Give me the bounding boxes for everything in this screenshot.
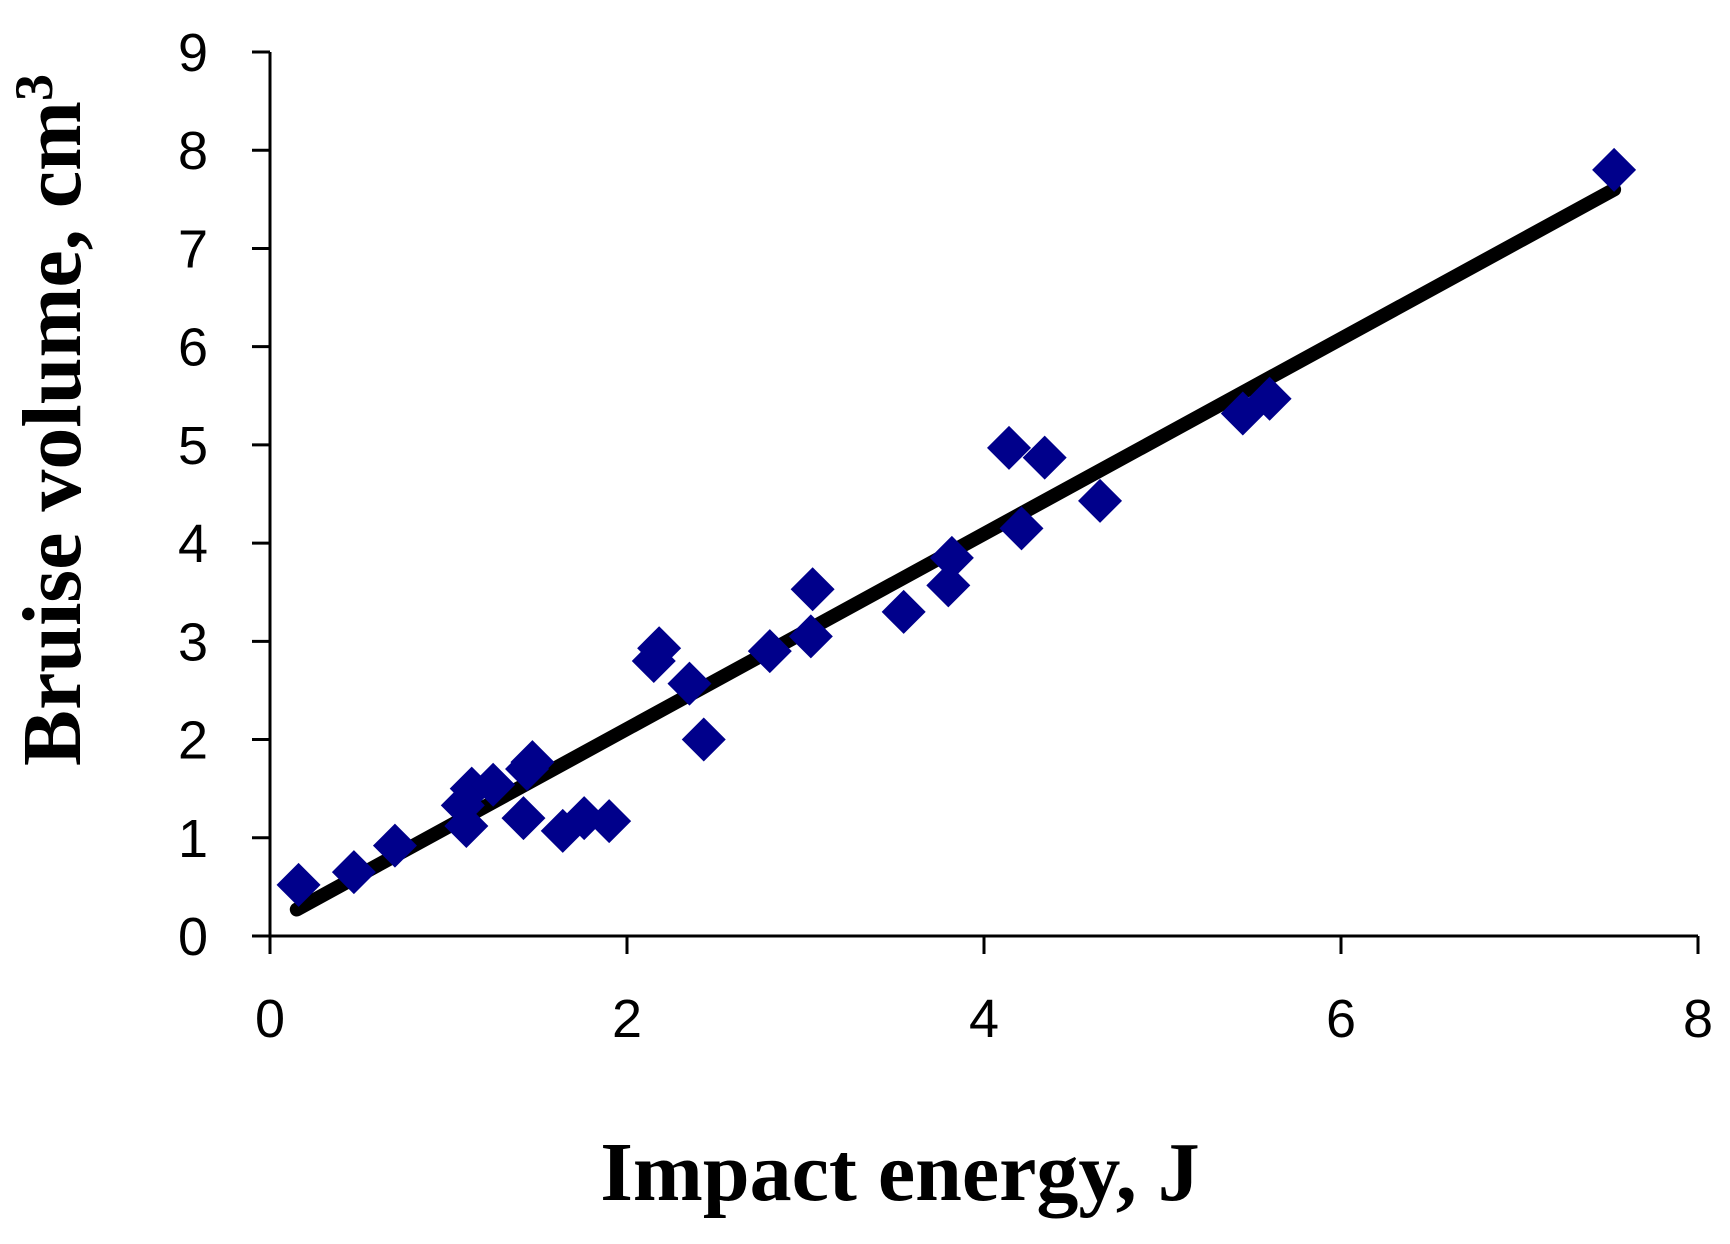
x-tick-label: 6 (1326, 989, 1356, 1049)
x-tick-label: 0 (255, 989, 285, 1049)
y-axis-title-superscript: 3 (4, 74, 64, 101)
x-ticks: 0 2 4 6 8 (255, 936, 1713, 1049)
data-point (881, 589, 926, 634)
data-point (331, 850, 376, 895)
data-point (501, 796, 546, 841)
data-point (1592, 147, 1637, 192)
y-tick-label: 3 (178, 612, 208, 672)
data-point (510, 740, 555, 785)
data-point (1247, 376, 1292, 421)
y-tick-label: 6 (178, 318, 208, 378)
data-point (788, 614, 833, 659)
x-tick-label: 8 (1683, 989, 1713, 1049)
data-point (372, 823, 417, 868)
data-point (637, 626, 682, 671)
y-tick-label: 8 (178, 121, 208, 181)
data-point (587, 799, 632, 844)
y-axis-title-text: Bruise volume, cm (6, 101, 99, 766)
data-point (471, 762, 516, 807)
y-tick-label: 9 (178, 23, 208, 83)
data-point (276, 862, 321, 907)
data-point (667, 661, 712, 706)
y-tick-label: 0 (178, 907, 208, 967)
y-tick-label: 1 (178, 809, 208, 869)
y-tick-label: 2 (178, 711, 208, 771)
data-point (681, 717, 726, 762)
y-axis-title: Bruise volume, cm3 (4, 74, 99, 766)
data-point (926, 563, 971, 608)
data-point (1022, 435, 1067, 480)
data-point (790, 567, 835, 612)
data-point (986, 425, 1031, 470)
y-tick-label: 5 (178, 416, 208, 476)
data-point (562, 796, 607, 841)
y-tick-label: 4 (178, 514, 208, 574)
points-layer (276, 147, 1637, 907)
y-tick-label: 7 (178, 219, 208, 279)
x-tick-label: 2 (612, 989, 642, 1049)
data-point (747, 629, 792, 674)
data-point (1078, 478, 1123, 523)
x-tick-label: 4 (969, 989, 999, 1049)
y-ticks: 0 1 2 3 4 5 6 7 8 9 (178, 23, 270, 967)
data-point (444, 803, 489, 848)
data-point (999, 506, 1044, 551)
x-axis-title: Impact energy, J (600, 1126, 1200, 1219)
data-point (929, 535, 974, 580)
